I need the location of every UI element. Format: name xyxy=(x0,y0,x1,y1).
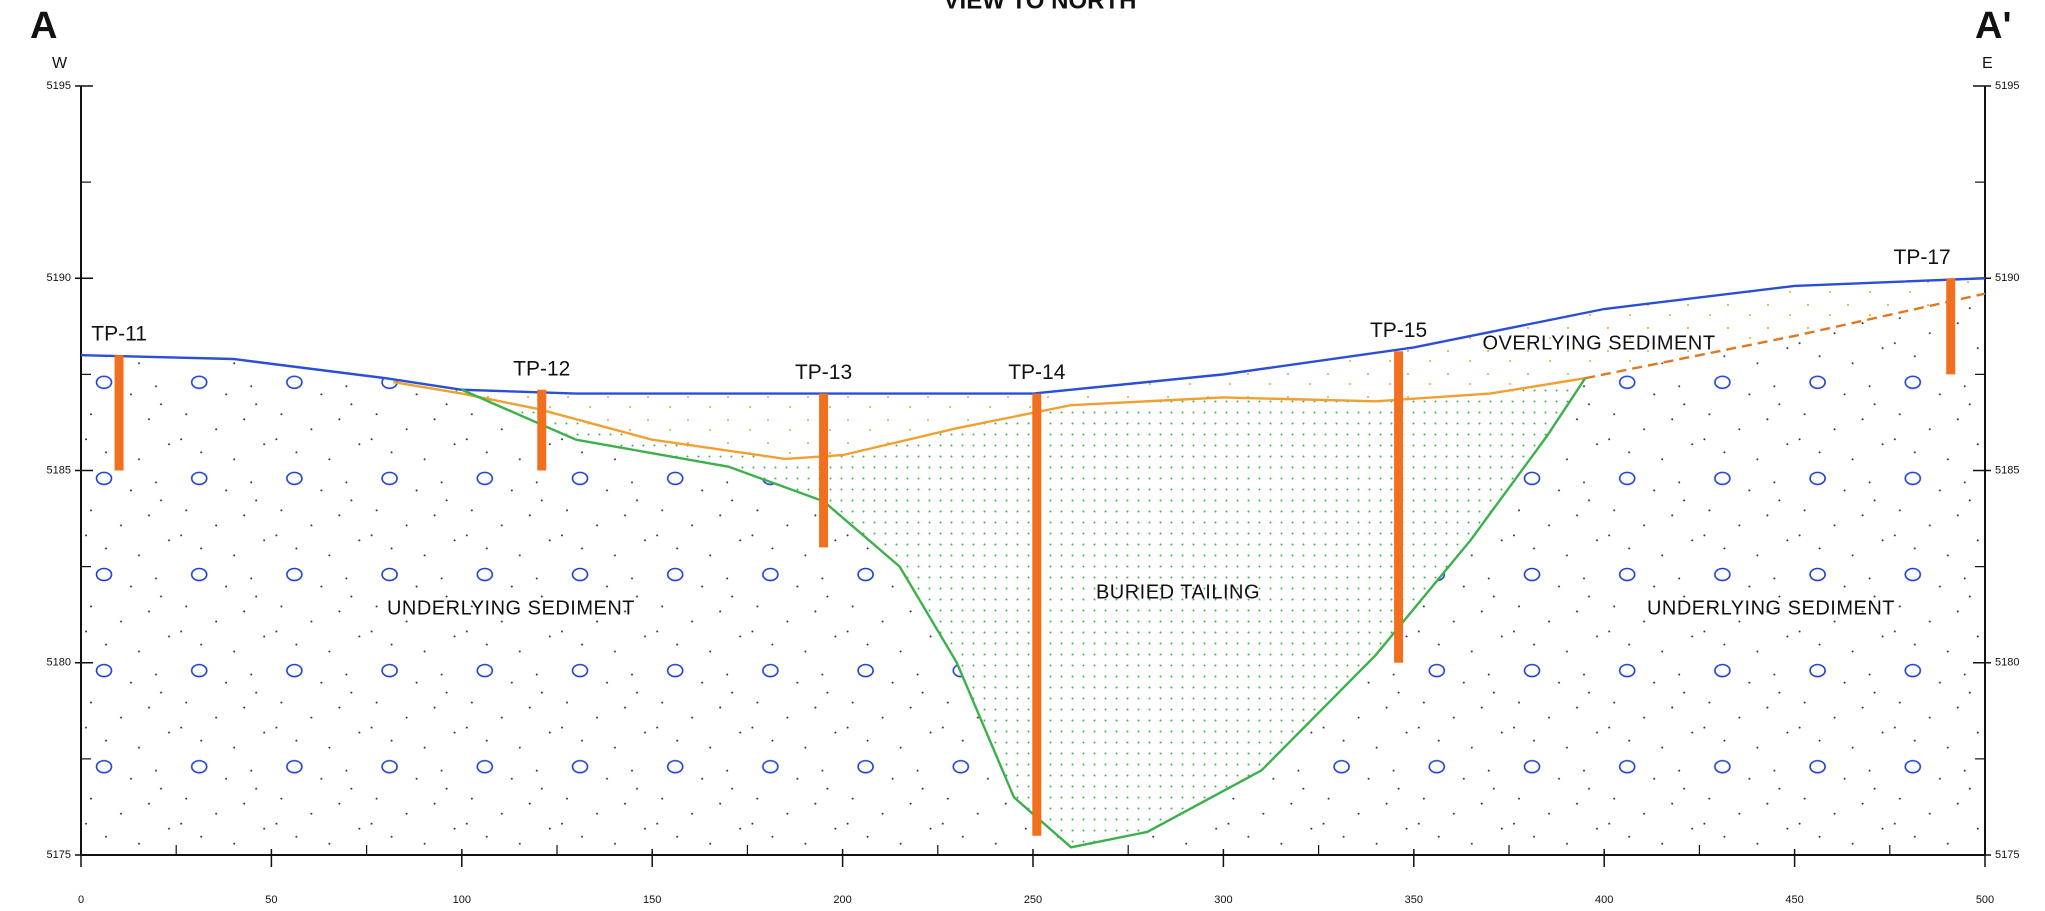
x-tick-label: 350 xyxy=(1405,894,1423,906)
x-tick-label: 400 xyxy=(1595,894,1613,906)
test-pit-label: TP-14 xyxy=(1008,361,1066,384)
x-tick-label: 150 xyxy=(643,894,661,906)
y-tick-label: 5175 xyxy=(47,849,71,861)
test-pit xyxy=(1032,393,1042,836)
test-pit-label: TP-17 xyxy=(1894,246,1951,269)
y-tick-label: 5195 xyxy=(47,80,71,92)
boundary-line xyxy=(461,377,1587,849)
y-tick-label: 5180 xyxy=(47,657,71,669)
y-tick-label: 5185 xyxy=(47,464,71,476)
x-tick-label: 250 xyxy=(1024,894,1042,906)
boundary-line xyxy=(1584,292,1986,380)
boundary-line xyxy=(80,277,1986,395)
y-tick-label: 5185 xyxy=(1995,464,2019,476)
x-tick-label: 50 xyxy=(265,894,277,906)
y-tick-label: 5190 xyxy=(1995,272,2019,284)
section-end: A' xyxy=(1975,5,2011,47)
test-pit xyxy=(1394,351,1404,663)
test-pit-label: TP-15 xyxy=(1370,319,1427,342)
zone-label: OVERLYING SEDIMENT xyxy=(1482,332,1715,354)
x-tick-label: 200 xyxy=(833,894,851,906)
tailing-fill xyxy=(393,378,1586,848)
x-tick-label: 450 xyxy=(1785,894,1803,906)
test-pit-label: TP-13 xyxy=(795,361,852,384)
test-pit xyxy=(1946,278,1956,375)
west-label: W xyxy=(52,55,68,72)
title: VIEW TO NORTH xyxy=(944,0,1137,14)
test-pit xyxy=(114,355,124,471)
zone-label: UNDERLYING SEDIMENT xyxy=(1647,597,1895,619)
y-tick-label: 5195 xyxy=(1995,80,2019,92)
test-pit-label: TP-12 xyxy=(513,357,570,380)
x-tick-label: 500 xyxy=(1976,894,1994,906)
section-start: A xyxy=(30,5,57,47)
x-tick-label: 300 xyxy=(1214,894,1232,906)
x-tick-label: 100 xyxy=(453,894,471,906)
plot: 5175 5175 5180 5180 5185 5185 5190 5190 5195 5195… xyxy=(47,80,2020,906)
x-tick-label: 0 xyxy=(78,894,84,906)
east-label: E xyxy=(1982,55,1993,72)
zone-label: UNDERLYING SEDIMENT xyxy=(387,597,635,619)
test-pit xyxy=(819,393,829,548)
y-tick-label: 5180 xyxy=(1995,657,2019,669)
test-pit xyxy=(537,389,547,471)
test-pit-label: TP-11 xyxy=(91,323,147,346)
y-tick-label: 5175 xyxy=(1995,849,2019,861)
overlying-fill xyxy=(393,278,1986,459)
y-tick-label: 5190 xyxy=(47,272,71,284)
zone-label: BURIED TAILING xyxy=(1096,581,1260,603)
